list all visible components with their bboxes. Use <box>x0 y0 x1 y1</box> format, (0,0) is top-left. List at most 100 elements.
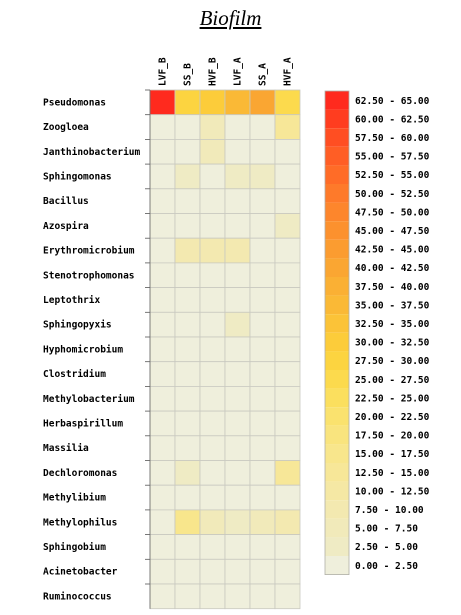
heatmap-cell <box>224 460 251 486</box>
heatmap-cell <box>274 114 301 140</box>
heatmap-cell <box>224 287 251 313</box>
heatmap-cell <box>199 534 226 560</box>
heatmap-cell <box>174 188 201 214</box>
heatmap-cell <box>199 311 226 338</box>
legend-swatch <box>325 221 349 240</box>
heatmap-cell <box>224 336 251 363</box>
heatmap-cell <box>274 336 301 363</box>
heatmap-cell <box>274 435 301 461</box>
heatmap-cell <box>224 534 251 560</box>
column-header: LVF_B <box>158 57 169 86</box>
heatmap-cell <box>224 188 251 214</box>
heatmap-cell <box>199 583 226 610</box>
heatmap-cell <box>174 138 201 165</box>
legend-swatch <box>325 184 349 203</box>
heatmap-cell <box>149 287 176 313</box>
heatmap-cell <box>199 509 226 535</box>
legend-label: 50.00 - 52.50 <box>355 189 430 200</box>
legend-label: 20.00 - 22.50 <box>355 412 430 423</box>
heatmap-cell <box>174 336 201 363</box>
row-label: Sphingopyxis <box>43 320 112 331</box>
legend-swatch <box>325 444 349 463</box>
legend-label: 0.00 - 2.50 <box>355 561 418 572</box>
heatmap-cell <box>274 311 301 338</box>
heatmap-cell <box>199 558 226 585</box>
heatmap-cell <box>174 213 201 239</box>
heatmap-cell <box>249 484 276 511</box>
heatmap-cell <box>199 361 226 387</box>
heatmap-cell <box>249 558 276 585</box>
heatmap-cell <box>274 89 301 116</box>
heatmap-cell <box>249 361 276 387</box>
heatmap-cell <box>149 89 176 116</box>
row-label: Acinetobacter <box>43 567 118 578</box>
legend-label: 37.50 - 40.00 <box>355 282 430 293</box>
heatmap-cell <box>174 460 201 486</box>
column-header: HVF_B <box>208 57 219 86</box>
heatmap-cell <box>174 361 201 387</box>
heatmap-cell <box>249 163 276 190</box>
heatmap-cell <box>199 163 226 190</box>
heatmap-cell <box>224 484 251 511</box>
heatmap-cell <box>149 361 176 387</box>
legend-label: 22.50 - 25.00 <box>355 393 430 404</box>
legend-label: 35.00 - 37.50 <box>355 300 430 311</box>
heatmap-cell <box>199 435 226 461</box>
heatmap-cell <box>249 460 276 486</box>
heatmap-cell <box>274 509 301 535</box>
heatmap-cell <box>174 385 201 412</box>
heatmap-cell <box>249 237 276 264</box>
heatmap-cell <box>149 484 176 511</box>
heatmap-cell <box>249 114 276 140</box>
row-label: Methylobacterium <box>43 394 135 405</box>
heatmap-cell <box>199 484 226 511</box>
heatmap-cell <box>199 237 226 264</box>
heatmap-cell <box>174 89 201 116</box>
row-label: Clostridium <box>43 369 106 380</box>
heatmap-cell <box>274 484 301 511</box>
column-header: SS_A <box>258 63 269 86</box>
heatmap-cell <box>174 114 201 140</box>
heatmap-cell <box>174 583 201 610</box>
legend-label: 40.00 - 42.50 <box>355 263 430 274</box>
row-label: Azospira <box>43 221 89 232</box>
heatmap-cell <box>149 336 176 363</box>
legend-label: 57.50 - 60.00 <box>355 133 430 144</box>
legend-swatch <box>325 202 349 222</box>
column-header: LVF_A <box>233 57 244 86</box>
row-label: Herbaspirillum <box>43 418 123 429</box>
legend-swatch <box>325 537 349 556</box>
column-header: SS_B <box>183 63 194 86</box>
heatmap-cell <box>199 213 226 239</box>
heatmap-cell <box>249 89 276 116</box>
heatmap-cell <box>174 311 201 338</box>
legend-swatch <box>325 500 349 519</box>
heatmap-cell <box>149 163 176 190</box>
heatmap-cell <box>224 509 251 535</box>
row-label: Hyphomicrobium <box>43 344 123 355</box>
heatmap-cell <box>149 435 176 461</box>
heatmap-cell <box>174 163 201 190</box>
legend-swatch <box>325 425 349 445</box>
legend-label: 45.00 - 47.50 <box>355 226 430 237</box>
row-label: Massilia <box>43 443 89 454</box>
heatmap-cell <box>174 534 201 560</box>
legend-swatch <box>325 258 349 277</box>
heatmap-cell <box>274 188 301 214</box>
chart-title: Biofilm <box>199 6 262 30</box>
heatmap-cell <box>249 336 276 363</box>
heatmap-cell <box>249 262 276 288</box>
row-label: Stenotrophomonas <box>43 270 135 281</box>
heatmap-cell <box>249 385 276 412</box>
heatmap-cell <box>149 311 176 338</box>
heatmap-cell <box>274 213 301 239</box>
row-label: Methylophilus <box>43 517 117 528</box>
heatmap-cell <box>274 361 301 387</box>
heatmap-cell <box>174 558 201 585</box>
heatmap-cell <box>149 138 176 165</box>
heatmap-cell <box>224 262 251 288</box>
heatmap-cell <box>174 484 201 511</box>
legend-swatch <box>325 463 349 482</box>
legend-swatch <box>325 295 349 315</box>
